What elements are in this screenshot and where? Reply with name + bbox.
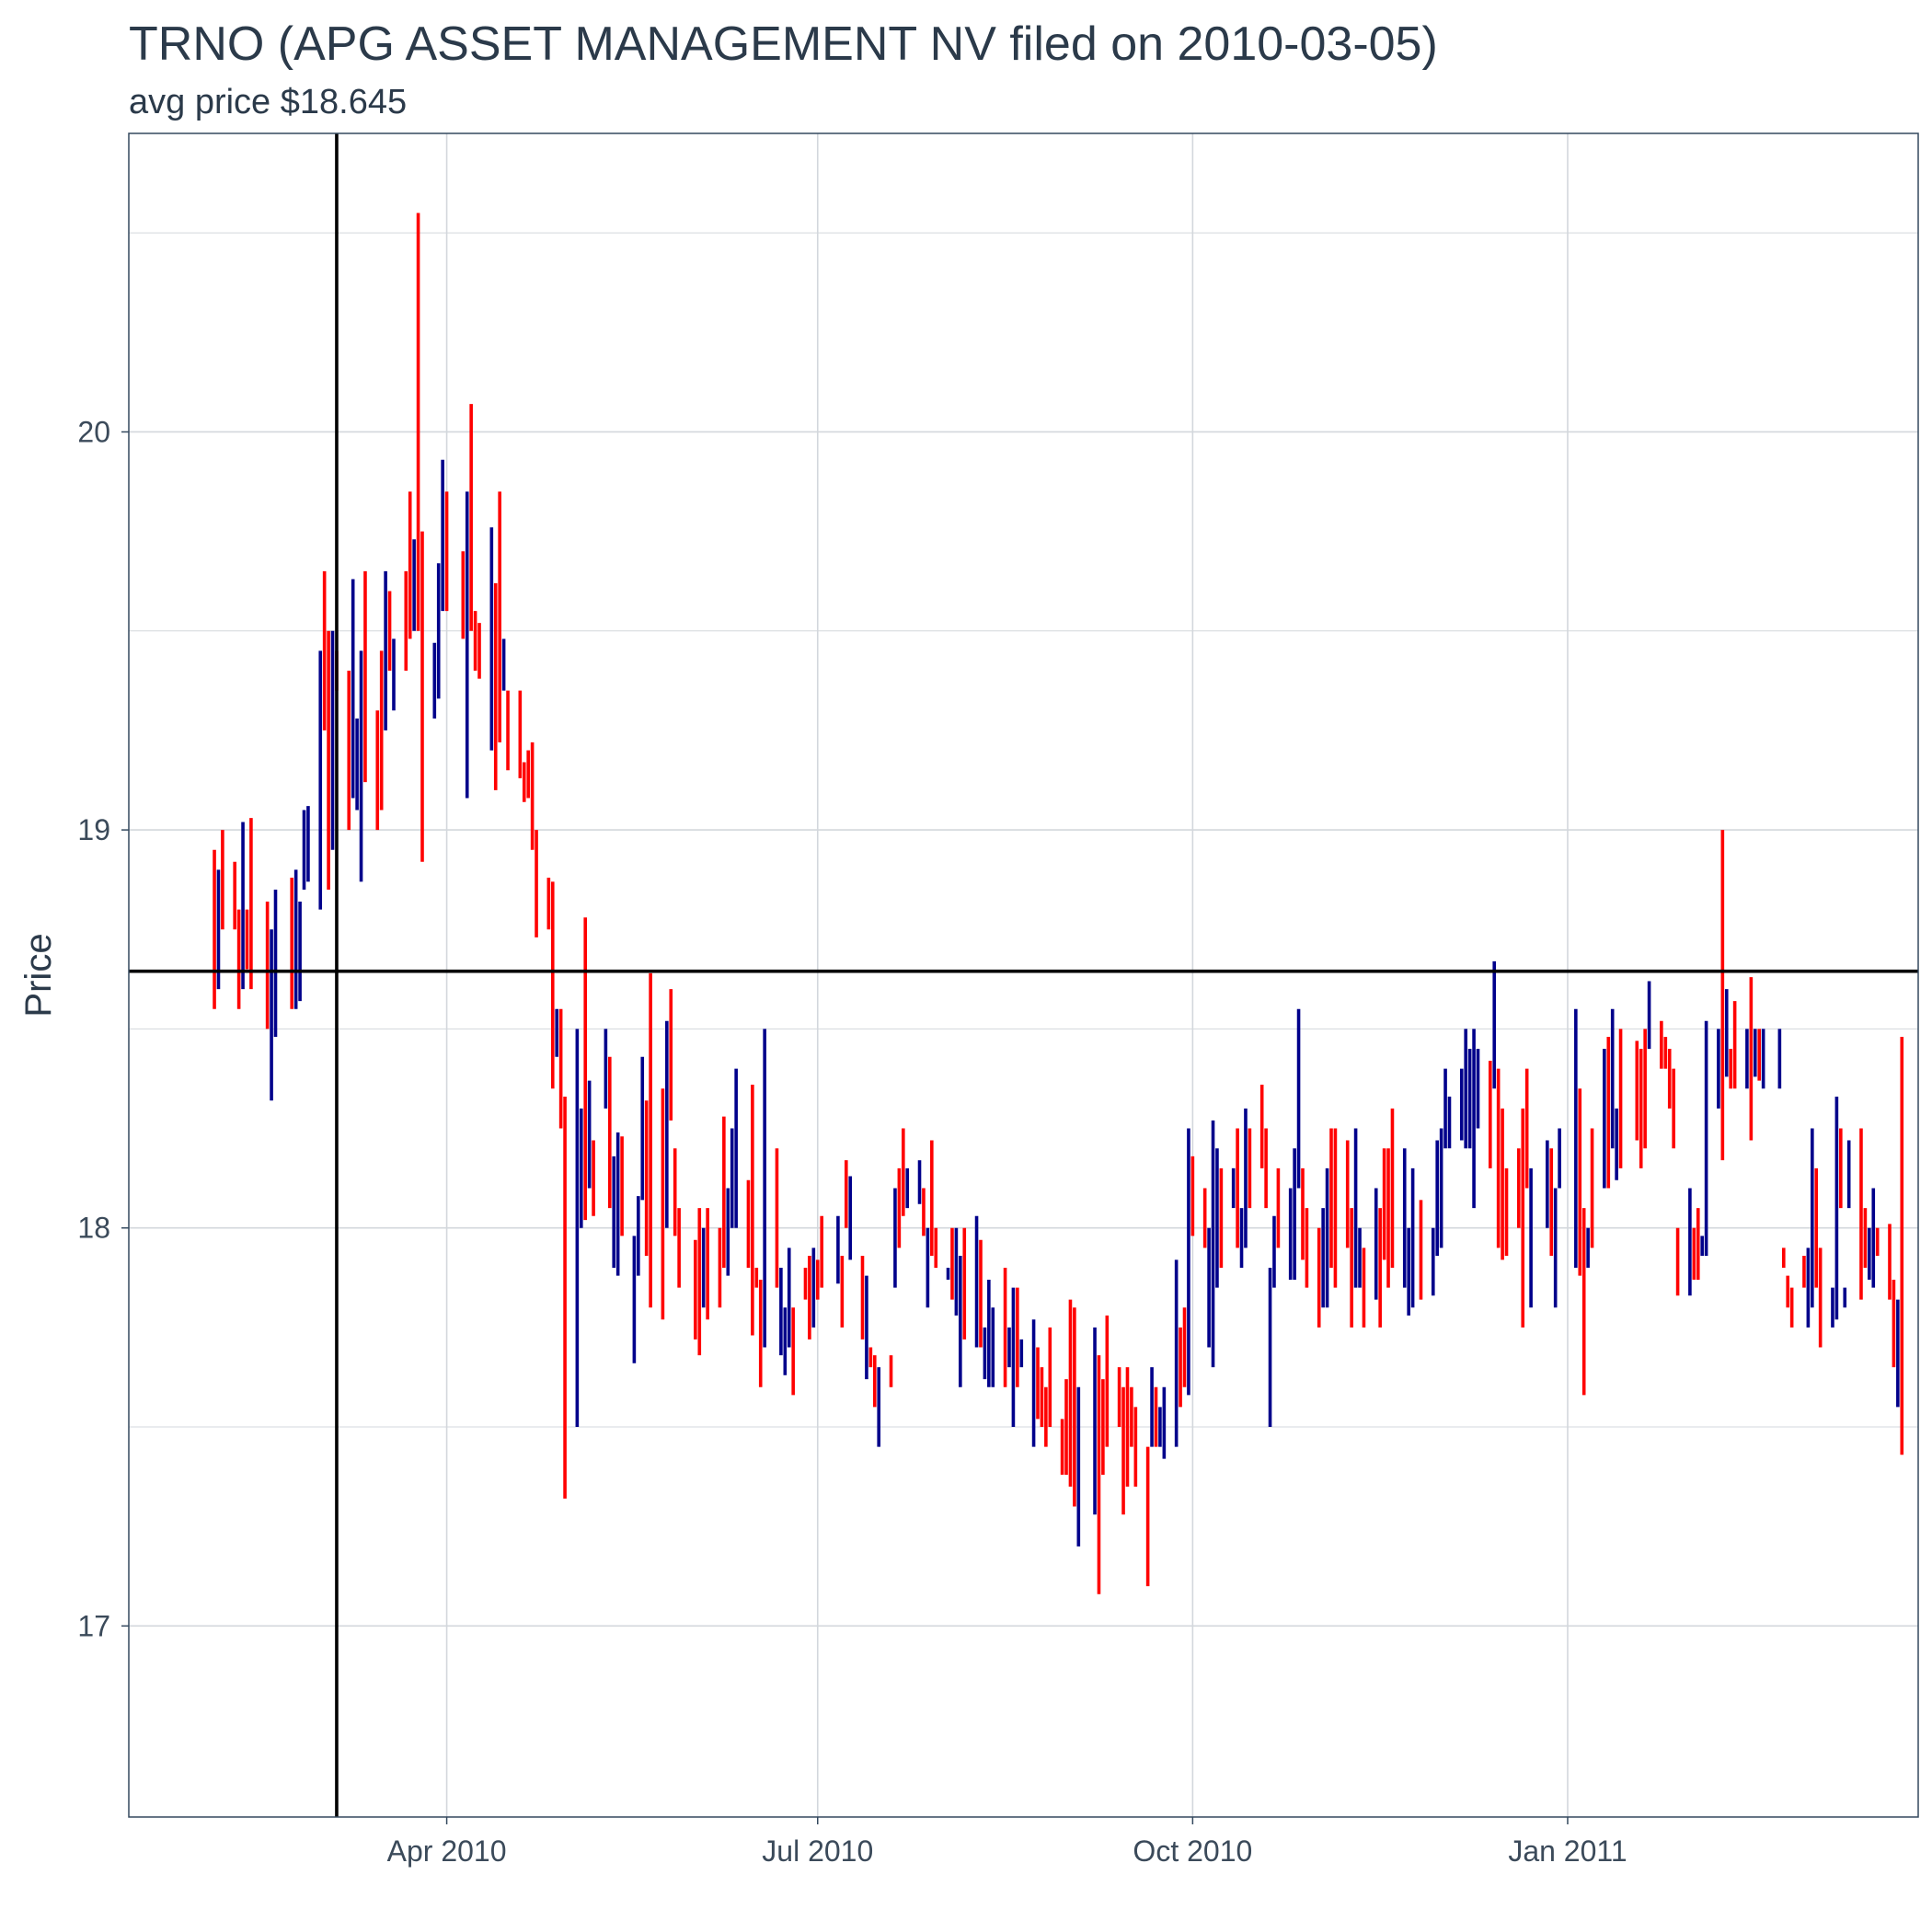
plot-frame: [128, 132, 1919, 1818]
x-tick-label: Jan 2011: [1508, 1834, 1627, 1868]
x-axis: Apr 2010 Jul 2010 Oct 2010 Jan 2011: [387, 1817, 1627, 1868]
reference-lines: [129, 133, 1918, 1817]
y-axis-title: Price: [18, 933, 59, 1017]
x-tick-label: Oct 2010: [1133, 1834, 1252, 1868]
chart-title: TRNO (APG ASSET MANAGEMENT NV filed on 2…: [129, 17, 1438, 71]
grid-layer: [129, 133, 1918, 1817]
y-tick-label: 17: [77, 1609, 110, 1642]
ohlc-bars: [213, 213, 1904, 1594]
y-tick-label: 18: [77, 1212, 110, 1245]
x-tick-label: Jul 2010: [762, 1834, 873, 1868]
x-tick-label: Apr 2010: [387, 1834, 507, 1868]
y-tick-label: 19: [77, 813, 110, 846]
chart-subtitle: avg price $18.645: [129, 83, 408, 121]
y-axis: 17 18 19 20: [77, 415, 129, 1642]
y-tick-label: 20: [77, 415, 110, 448]
